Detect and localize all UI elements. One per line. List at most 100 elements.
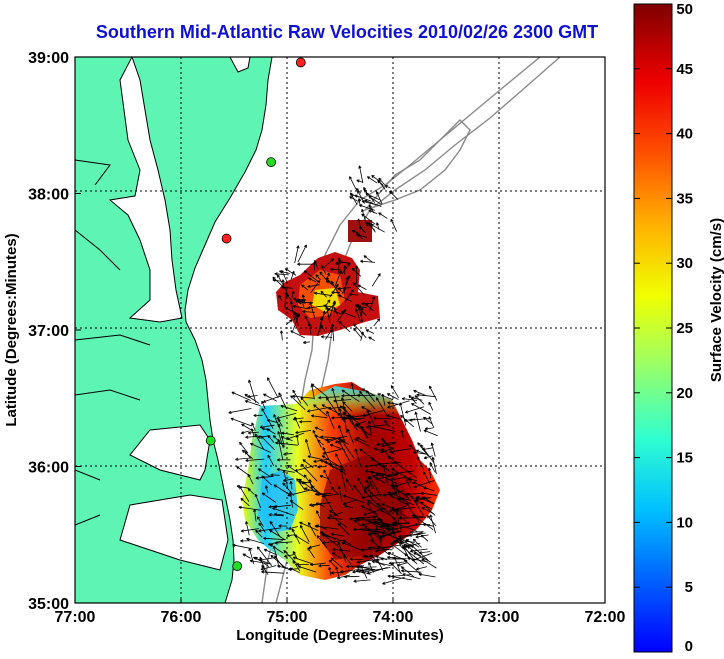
velocity-arrow	[413, 552, 431, 563]
velocity-arrow	[268, 513, 284, 517]
velocity-arrow	[292, 304, 309, 310]
pamlico-sound	[119, 494, 229, 571]
velocity-arrow	[341, 286, 346, 294]
velocity-arrow	[326, 410, 335, 429]
velocity-arrow	[302, 340, 311, 345]
velocity-arrow	[413, 480, 435, 489]
velocity-arrow	[401, 546, 425, 565]
velocity-arrow	[334, 439, 346, 444]
velocity-arrow	[292, 550, 298, 560]
velocity-arrow	[263, 536, 286, 541]
velocity-arrow	[261, 570, 284, 574]
velocity-arrow	[361, 213, 376, 225]
velocity-arrow	[273, 504, 292, 509]
velocity-arrow	[333, 307, 339, 316]
velocity-arrow	[291, 290, 295, 299]
velocity-arrow	[374, 474, 399, 481]
colorbar-tick-label: 25	[676, 320, 693, 337]
velocity-arrow	[282, 469, 289, 488]
velocity-arrow	[250, 428, 255, 437]
velocity-arrow	[245, 458, 265, 463]
velocity-arrow	[270, 554, 287, 569]
velocity-arrow	[393, 481, 411, 488]
velocity-arrow	[389, 190, 399, 200]
velocity-arrow	[353, 323, 367, 339]
colorbar-label: Surface Velocity (cm/s)	[708, 218, 724, 382]
velocity-arrow	[417, 442, 429, 457]
velocity-arrow	[272, 435, 285, 448]
velocity-arrow	[261, 492, 277, 503]
velocity-arrow	[308, 479, 313, 491]
velocity-arrow	[408, 444, 417, 452]
velocity-arrow	[338, 321, 351, 333]
velocity-arrow	[261, 408, 274, 429]
velocity-arrow	[412, 451, 428, 455]
velocity-arrow	[307, 284, 320, 288]
velocity-arrow	[398, 532, 426, 538]
velocity-arrow	[364, 303, 374, 312]
velocity-arrow	[361, 200, 377, 206]
velocity-arrow	[429, 514, 436, 534]
velocity-arrow	[266, 419, 279, 424]
velocity-arrow	[367, 420, 372, 437]
velocity-arrow	[429, 462, 436, 473]
velocity-arrow	[421, 507, 435, 515]
velocity-arrow	[301, 284, 309, 291]
x-tick-label: 75:00	[267, 609, 308, 626]
velocity-arrow	[305, 439, 311, 456]
velocity-arrow	[257, 468, 271, 477]
velocity-arrow	[389, 477, 404, 482]
x-tick-label: 76:00	[161, 609, 202, 626]
velocity-arrow	[291, 528, 301, 545]
velocity-arrow	[328, 514, 348, 528]
velocity-arrow	[262, 395, 283, 403]
x-tick-label: 74:00	[373, 609, 414, 626]
velocity-arrow	[390, 218, 398, 232]
velocity-arrow	[357, 218, 361, 228]
velocity-arrow	[423, 416, 433, 425]
velocity-arrow	[316, 510, 321, 519]
velocity-arrow	[348, 292, 359, 297]
velocity-arrow	[261, 400, 266, 409]
velocity-arrow	[353, 327, 363, 339]
velocity-arrow	[368, 204, 375, 214]
y-tick-label: 39:00	[28, 50, 69, 67]
velocity-arrow	[418, 550, 431, 555]
velocity-arrow	[253, 556, 269, 564]
velocity-arrow	[431, 456, 437, 475]
velocity-arrow	[345, 275, 351, 286]
velocity-arrow	[240, 528, 259, 533]
velocity-arrow	[394, 490, 405, 494]
velocity-arrow	[276, 458, 291, 462]
velocity-arrow	[300, 396, 309, 407]
velocity-arrow	[249, 559, 272, 565]
velocity-arrow	[312, 429, 322, 448]
velocity-arrow	[313, 404, 328, 417]
colorbar-tick-label: 5	[685, 579, 693, 596]
velocity-arrow	[294, 416, 301, 429]
velocity-arrow	[423, 429, 438, 437]
velocity-arrow	[376, 191, 383, 205]
velocity-arrow	[307, 407, 330, 413]
x-axis-label: Longitude (Degrees:Minutes)	[236, 627, 444, 644]
velocity-arrow	[371, 273, 381, 287]
velocity-arrow	[353, 579, 371, 583]
velocity-arrow	[352, 527, 381, 532]
colorbar-tick-label: 0	[685, 638, 693, 655]
velocity-arrow	[351, 229, 359, 234]
velocity-arrow	[281, 431, 295, 436]
velocity-arrow	[330, 486, 338, 495]
velocity-arrow	[297, 298, 306, 303]
velocity-arrow	[393, 461, 418, 479]
velocity-arrow	[273, 414, 280, 428]
velocity-arrow	[295, 430, 312, 434]
velocity-arrow	[308, 544, 321, 549]
velocity-arrow	[342, 494, 365, 504]
velocity-arrow	[290, 270, 295, 280]
velocity-arrow	[310, 384, 315, 400]
colorbar-tick-label: 20	[676, 385, 693, 402]
velocity-arrow	[328, 566, 332, 576]
velocity-arrow	[424, 426, 434, 431]
velocity-arrow	[370, 223, 385, 233]
velocity-arrow	[380, 437, 395, 455]
